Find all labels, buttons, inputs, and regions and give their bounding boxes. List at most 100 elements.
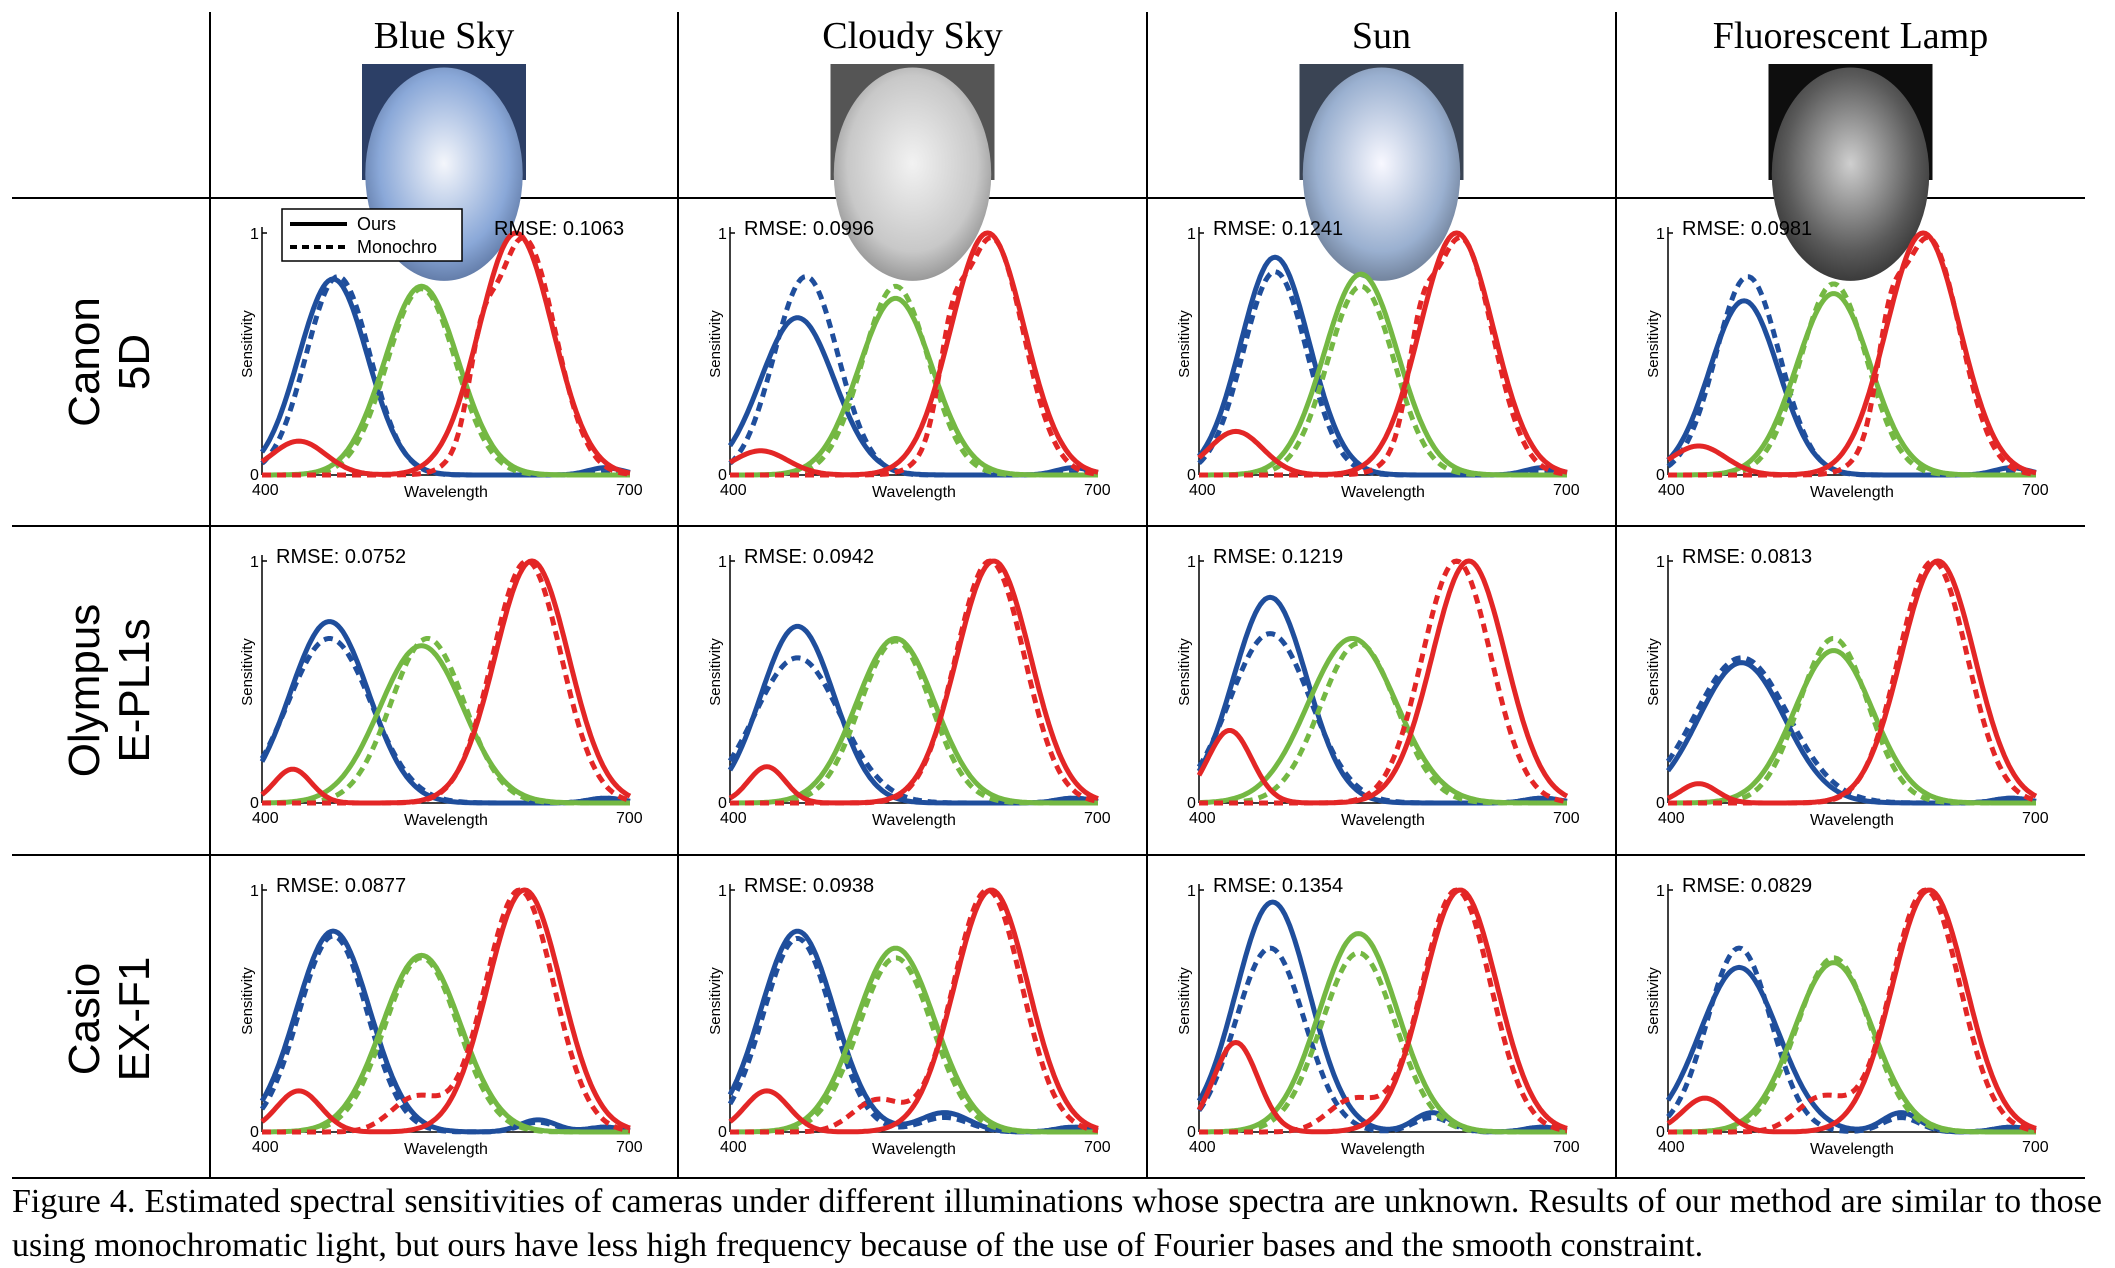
x-axis-label: Wavelength: [872, 812, 956, 829]
red-mono-curve: [1668, 235, 2037, 478]
x-tick-label: 700: [616, 810, 643, 827]
x-axis-label: Wavelength: [1341, 484, 1425, 501]
x-tick-label: 700: [1553, 1139, 1580, 1156]
column-header-label: Sun: [1352, 15, 1411, 57]
x-axis-label: Wavelength: [1341, 812, 1425, 829]
green-ours-curve: [1199, 271, 1567, 478]
y-tick-label: 0: [718, 795, 727, 812]
x-tick-label: 700: [1084, 810, 1111, 827]
sensitivity-plot: 400 700 0 1 Wavelength Sensitivity RMSE: 0.135…: [1176, 875, 1580, 1158]
rmse-label: RMSE: 0.0981: [1682, 218, 1812, 240]
green-mono-curve: [262, 286, 630, 478]
blue-mono-curve: [1196, 631, 1568, 806]
green-ours-curve: [262, 643, 630, 806]
y-tick-label: 1: [250, 554, 259, 571]
x-tick-label: 700: [1553, 810, 1580, 827]
red-mono-curve: [1668, 558, 2037, 806]
x-axis-label: Wavelength: [872, 1141, 956, 1158]
red-ours-curve: [728, 887, 1099, 1135]
x-tick-label: 700: [1084, 482, 1111, 499]
column-headers: Blue Sky Cloudy Sky Sun Fluorescent Lamp: [362, 15, 1988, 281]
blue-mono-curve: [1666, 274, 2037, 478]
x-tick-label: 400: [1189, 482, 1216, 499]
sensitivity-plot: 400 700 0 1 Wavelength Sensitivity RMSE: 0.087…: [239, 875, 643, 1158]
row-label-line: EX-F1: [110, 957, 159, 1082]
blue-ours-curve: [1196, 899, 1568, 1135]
y-tick-label: 0: [1656, 467, 1665, 484]
green-ours-curve: [1199, 931, 1567, 1135]
y-tick-label: 1: [1187, 883, 1196, 900]
green-mono-curve: [1199, 640, 1567, 806]
figure-caption: Figure 4. Estimated spectral sensitiviti…: [12, 1183, 2102, 1264]
y-tick-label: 0: [1656, 1124, 1665, 1141]
x-tick-label: 400: [1658, 810, 1685, 827]
column-header-label: Cloudy Sky: [822, 15, 1003, 57]
x-tick-label: 400: [1189, 1139, 1216, 1156]
x-tick-label: 700: [2022, 1139, 2049, 1156]
green-ours-curve: [1198, 636, 1567, 806]
green-mono-curve: [1199, 950, 1567, 1135]
rmse-label: RMSE: 0.0942: [744, 546, 874, 568]
figure-grid: Blue Sky Cloudy Sky Sun Fluorescent Lamp Ca…: [12, 12, 2085, 1179]
sensitivity-plot: 400 700 0 1 Wavelength Sensitivity RMSE: 0.082…: [1645, 875, 2049, 1158]
y-tick-label: 1: [718, 554, 727, 571]
y-axis-label: Sensitivity: [1176, 310, 1193, 378]
red-mono-curve: [1199, 235, 1568, 478]
y-tick-label: 1: [1656, 226, 1665, 243]
sensitivity-plot: 400 700 0 1 Wavelength Sensitivity RMSE: 0.081…: [1645, 546, 2049, 829]
y-axis-label: Sensitivity: [1645, 967, 1662, 1035]
x-axis-label: Wavelength: [1341, 1141, 1425, 1158]
rmse-label: RMSE: 0.0877: [276, 875, 406, 897]
red-mono-curve: [730, 887, 1099, 1135]
green-mono-curve: [262, 955, 630, 1135]
red-ours-curve: [260, 558, 632, 806]
row-label-line: E-PL1s: [110, 618, 159, 762]
x-axis-label: Wavelength: [404, 484, 488, 501]
table-grid-lines: [12, 12, 2085, 1179]
sensitivity-plot: 400 700 0 1 Wavelength Sensitivity RMSE: 0.106…: [239, 208, 643, 501]
blue-ours-curve: [1196, 594, 1568, 806]
rmse-label: RMSE: 0.0813: [1682, 546, 1812, 568]
x-axis-label: Wavelength: [1810, 1141, 1894, 1158]
x-tick-label: 400: [1658, 482, 1685, 499]
sensitivity-plot: 400 700 0 1 Wavelength Sensitivity RMSE: 0.099…: [707, 218, 1111, 501]
row-label-line: Canon: [60, 297, 109, 427]
legend-label-monochro: Monochro: [357, 237, 437, 257]
x-axis-label: Wavelength: [1810, 484, 1894, 501]
y-axis-label: Sensitivity: [1176, 967, 1193, 1035]
x-tick-label: 700: [1084, 1139, 1111, 1156]
green-mono-curve: [1668, 955, 2036, 1135]
y-tick-label: 0: [1187, 1124, 1196, 1141]
red-ours-curve: [1666, 887, 2037, 1135]
green-mono-curve: [262, 636, 630, 806]
red-mono-curve: [262, 558, 631, 806]
y-axis-label: Sensitivity: [1645, 310, 1662, 378]
x-axis-label: Wavelength: [404, 812, 488, 829]
x-axis-label: Wavelength: [404, 1141, 488, 1158]
x-tick-label: 400: [252, 810, 279, 827]
x-tick-label: 700: [616, 482, 643, 499]
row-label-line: Olympus: [60, 604, 109, 778]
y-tick-label: 0: [250, 1124, 259, 1141]
y-axis-label: Sensitivity: [239, 310, 256, 378]
y-axis-label: Sensitivity: [239, 967, 256, 1035]
y-tick-label: 1: [250, 226, 259, 243]
red-mono-curve: [262, 887, 631, 1135]
x-tick-label: 400: [252, 482, 279, 499]
column-header-label: Fluorescent Lamp: [1713, 15, 1988, 57]
y-tick-label: 0: [250, 795, 259, 812]
red-ours-curve: [1196, 558, 1569, 806]
x-axis-label: Wavelength: [872, 484, 956, 501]
red-mono-curve: [730, 235, 1099, 478]
plots: 400 700 0 1 Wavelength Sensitivity RMSE: 0.106…: [239, 208, 2049, 1158]
rmse-label: RMSE: 0.0996: [744, 218, 874, 240]
sensitivity-plot: 400 700 0 1 Wavelength Sensitivity RMSE: 0.098…: [1645, 218, 2049, 501]
sensitivity-plot: 400 700 0 1 Wavelength Sensitivity RMSE: 0.094…: [707, 546, 1111, 829]
blue-mono-curve: [1196, 945, 1568, 1135]
y-tick-label: 1: [250, 883, 259, 900]
rmse-label: RMSE: 0.0829: [1682, 875, 1812, 897]
x-tick-label: 400: [720, 482, 747, 499]
y-axis-label: Sensitivity: [707, 638, 724, 706]
row-label: Casio EX-F1: [60, 957, 159, 1082]
y-tick-label: 0: [1187, 795, 1196, 812]
